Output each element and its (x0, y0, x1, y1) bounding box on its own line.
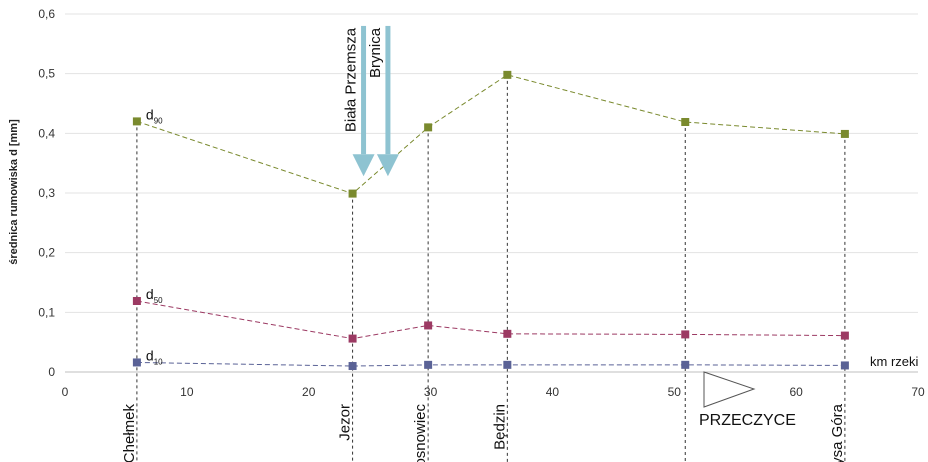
x-tick-label: 40 (546, 385, 560, 399)
data-point (424, 360, 433, 369)
x-tick-label: 0 (62, 385, 69, 399)
y-tick-label: 0,1 (38, 305, 55, 319)
y-tick-label: 0,2 (38, 246, 55, 260)
series-line (136, 361, 845, 367)
data-point (840, 129, 849, 138)
x-tick-label: 50 (668, 385, 682, 399)
data-point (132, 358, 141, 367)
series-label-subscript: 50 (154, 296, 163, 305)
series-line (136, 300, 845, 340)
y-tick-labels: 0 0,1 0,2 0,3 0,4 0,5 0,6 (38, 7, 55, 379)
location-label: Chełmek (121, 404, 138, 462)
y-tick-label: 0,5 (38, 67, 55, 81)
series-labels: d90 d50 d10 (146, 106, 163, 366)
x-axis-label: km rzeki (870, 354, 919, 369)
arrow-head (352, 154, 375, 177)
series-d50 (132, 296, 849, 343)
y-tick-label: 0,6 (38, 7, 55, 21)
tributary-label: Brynica (367, 27, 384, 78)
data-point (681, 360, 690, 369)
y-tick-label: 0,4 (38, 126, 55, 140)
series-label: d90 (146, 106, 163, 125)
location-label: Jezor (337, 404, 354, 441)
location-label: Sosnowiec (412, 404, 429, 462)
location-label: Będzin (491, 404, 508, 450)
data-point (840, 361, 849, 370)
location-labels: Chełmek Jezor Sosnowiec Będzin Łysa Góra (121, 403, 846, 462)
data-point (348, 189, 357, 198)
data-point (503, 360, 512, 369)
x-tick-label: 20 (302, 385, 316, 399)
tributary-label: Biała Przemsza (343, 27, 360, 132)
arrow-shaft (361, 25, 367, 155)
y-axis-label: średnica rumowiska d [mm] (8, 119, 20, 265)
reservoir-label: PRZECZYCE (699, 412, 796, 429)
data-point (348, 334, 357, 343)
location-droplines (136, 74, 846, 462)
data-point (681, 330, 690, 339)
data-point (503, 70, 512, 79)
reservoir-marker: PRZECZYCE (699, 371, 796, 429)
series-d90 (132, 70, 849, 198)
series-d10 (132, 358, 849, 371)
y-tick-label: 0 (48, 365, 55, 379)
data-point (681, 117, 690, 126)
x-tick-label: 70 (911, 385, 925, 399)
series-label: d50 (146, 286, 163, 305)
series-line (136, 74, 845, 195)
x-tick-label: 60 (789, 385, 803, 399)
data-point (840, 331, 849, 340)
data-point (132, 117, 141, 126)
arrow-shaft (385, 25, 391, 155)
x-tick-label: 10 (180, 385, 194, 399)
gridlines (65, 13, 918, 313)
arrow-head (376, 154, 399, 177)
location-label: Łysa Góra (829, 403, 846, 462)
x-tick-label: 30 (424, 385, 438, 399)
series-label-subscript: 10 (154, 357, 163, 366)
series (132, 70, 849, 371)
data-point (348, 362, 357, 371)
tributary-arrow-icon: Brynica (367, 25, 399, 177)
data-point (424, 321, 433, 330)
data-point (132, 296, 141, 305)
data-point (503, 329, 512, 338)
x-tick-labels: 0 10 20 30 40 50 60 70 (62, 385, 925, 399)
reservoir-triangle-icon (703, 371, 756, 408)
series-label-subscript: 90 (154, 116, 163, 125)
series-label: d10 (146, 347, 163, 366)
tributary-arrows: Biała Przemsza Brynica (343, 25, 399, 177)
data-point (424, 123, 433, 132)
y-tick-label: 0,3 (38, 186, 55, 200)
tributary-arrow-icon: Biała Przemsza (343, 25, 375, 177)
